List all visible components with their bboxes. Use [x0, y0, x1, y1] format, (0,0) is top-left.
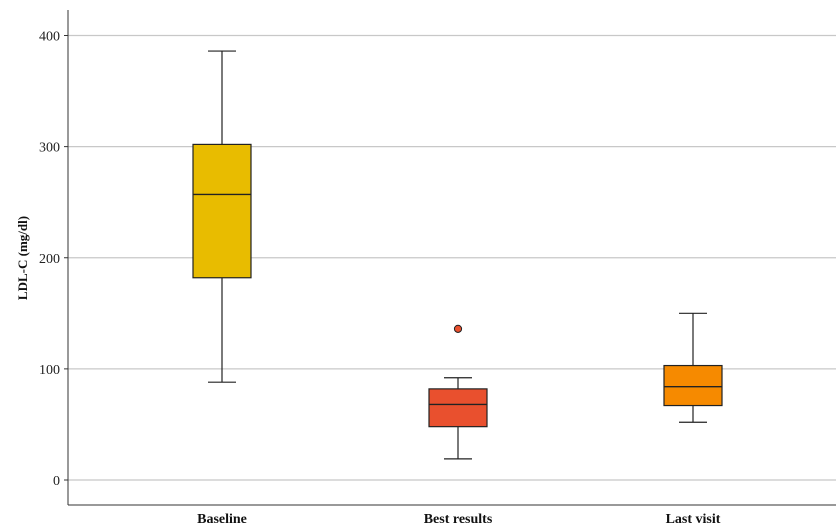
- x-category-labels: Baseline Best results Last visit: [197, 512, 721, 527]
- y-axis-title: LDL-C (mg/dl): [15, 216, 30, 300]
- boxes-layer: [192, 50, 723, 460]
- x-category-label: Best results: [424, 512, 493, 527]
- box-last-visit: [663, 312, 723, 423]
- box-baseline: [192, 50, 252, 383]
- y-tick-labels: 0 100 200 300 400: [39, 30, 68, 489]
- x-category-label: Baseline: [197, 512, 247, 527]
- y-tick-label: 100: [39, 363, 60, 378]
- iqr-box: [663, 364, 723, 407]
- x-category-label: Last visit: [666, 512, 721, 527]
- iqr-box: [192, 143, 252, 279]
- iqr-box: [428, 388, 488, 428]
- box-best-results: [428, 324, 488, 460]
- y-tick-label: 0: [53, 474, 60, 489]
- y-tick-label: 200: [39, 252, 60, 267]
- outlier-point: [453, 324, 463, 333]
- y-tick-label: 300: [39, 141, 60, 156]
- y-tick-label: 400: [39, 30, 60, 45]
